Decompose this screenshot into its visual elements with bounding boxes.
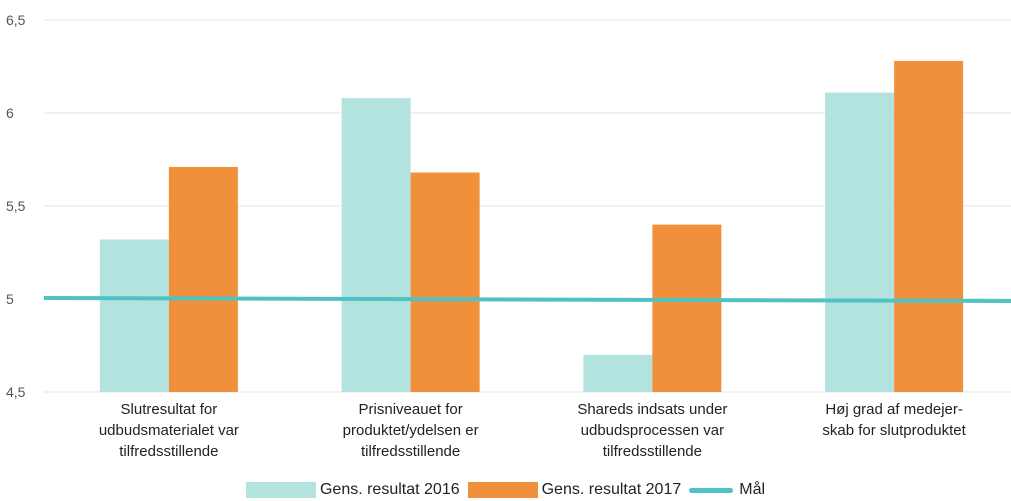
bar-chart: 4,5 5 5,5 6 6,5 Slutresultat for udbudsmateri… xyxy=(6,12,1011,460)
category-label: Prisniveauet for produktet/ydelsen er tilf… xyxy=(343,401,479,460)
bar-2016 xyxy=(99,239,169,392)
legend-label-target: Mål xyxy=(739,481,766,498)
target-line-layer xyxy=(43,296,1011,303)
bar-2016 xyxy=(341,98,411,393)
y-tick-label: 4,5 xyxy=(6,384,26,400)
legend-swatch-2017 xyxy=(467,482,538,498)
bar-2016 xyxy=(825,92,895,392)
category-label: Slutresultat for udbudsmaterialet var tilf… xyxy=(99,401,239,460)
bar-2016 xyxy=(583,354,653,392)
legend-label-2017: Gens. resultat 2017 xyxy=(541,481,682,498)
legend-item-2016: Gens. resultat 2016 xyxy=(245,481,460,499)
legend-swatch-2016 xyxy=(245,482,316,498)
y-tick-label: 6,5 xyxy=(6,12,26,28)
target-line xyxy=(43,296,1011,303)
category-label: Shareds indsats under udbudsprocessen var… xyxy=(577,401,727,460)
legend-item-target: Mål xyxy=(689,481,765,499)
y-axis-ticks: 4,5 5 5,5 6 6,5 xyxy=(6,12,26,400)
y-tick-label: 6 xyxy=(6,105,14,121)
bars xyxy=(99,60,964,393)
y-tick-label: 5,5 xyxy=(6,198,26,214)
y-tick-label: 5 xyxy=(6,291,14,307)
legend-item-2017: Gens. resultat 2017 xyxy=(467,481,682,499)
legend-swatch-target xyxy=(689,487,734,493)
category-label: Høj grad af medejer-skab for slutprodukt… xyxy=(822,401,966,439)
bar-2017 xyxy=(410,172,480,392)
category-labels: Slutresultat for udbudsmaterialet var tilf… xyxy=(99,401,967,460)
bar-2017 xyxy=(894,60,964,393)
bar-2017 xyxy=(652,224,722,392)
legend: Gens. resultat 2016 Gens. resultat 2017 … xyxy=(0,479,1011,501)
legend-label-2016: Gens. resultat 2016 xyxy=(319,481,460,498)
bar-2017 xyxy=(168,166,238,392)
